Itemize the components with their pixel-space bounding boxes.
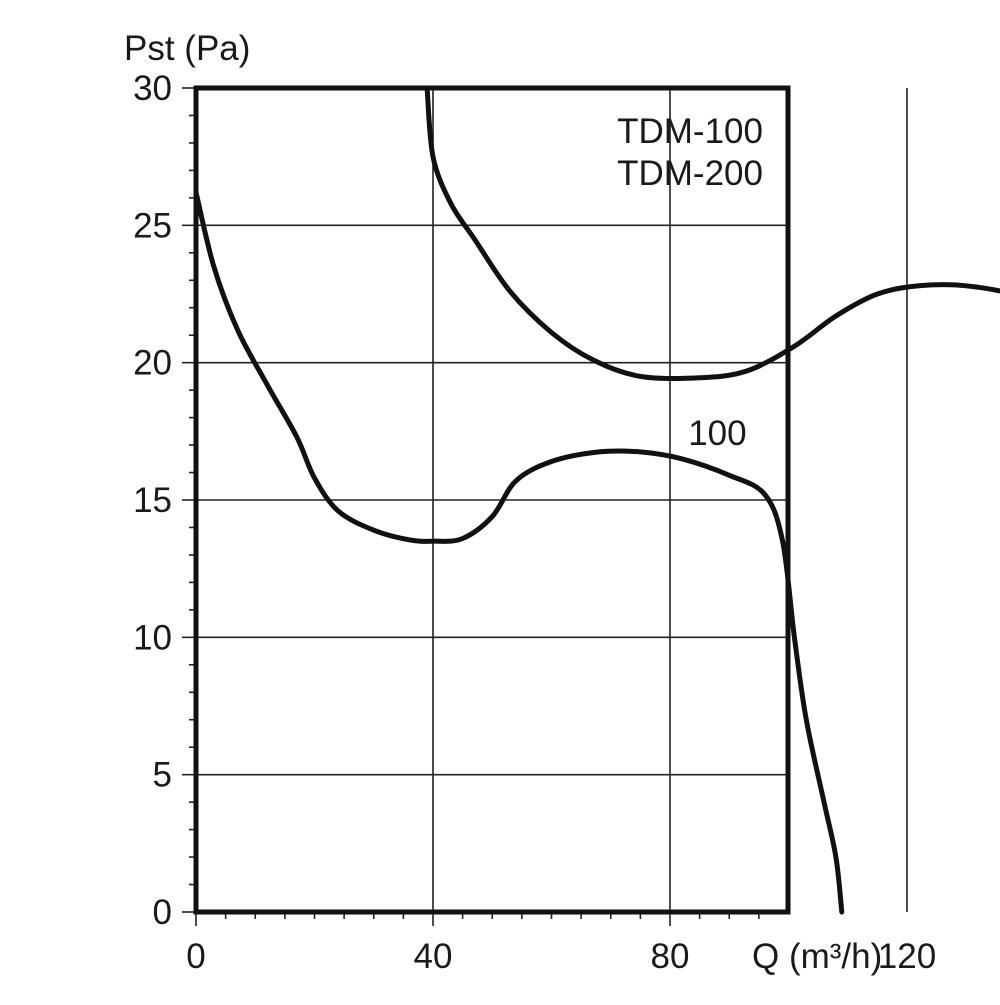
legend-entry-tdm-200: TDM-200 xyxy=(617,154,763,193)
grid-lines xyxy=(196,88,908,912)
y-axis-title: Pst (Pa) xyxy=(124,29,250,68)
y-tick-label-0: 0 xyxy=(153,893,172,932)
x-tick-label-80: 80 xyxy=(651,937,690,976)
y-tick-label-15: 15 xyxy=(133,481,172,520)
y-tick-label-5: 5 xyxy=(153,756,172,795)
y-tick-label-20: 20 xyxy=(133,344,172,383)
y-tick-label-25: 25 xyxy=(133,206,172,245)
x-tick-label-120: 120 xyxy=(878,937,936,976)
curves xyxy=(193,85,1000,915)
curve-100 xyxy=(193,189,845,915)
series-label-100: 100 xyxy=(688,414,746,453)
series-labels: 100200 xyxy=(688,414,746,453)
curve-200 xyxy=(424,85,1000,382)
x-tick-label-0: 0 xyxy=(186,937,205,976)
legend-entry-tdm-100: TDM-100 xyxy=(617,112,763,151)
minor-ticks xyxy=(182,87,760,926)
x-axis-title: Q (m³/h) xyxy=(752,937,882,976)
plot-frame xyxy=(193,85,791,915)
y-tick-label-10: 10 xyxy=(133,618,172,657)
x-tick-label-40: 40 xyxy=(414,937,453,976)
y-tick-label-30: 30 xyxy=(133,69,172,108)
tick-labels: 04080120160051015202530 xyxy=(133,69,936,976)
